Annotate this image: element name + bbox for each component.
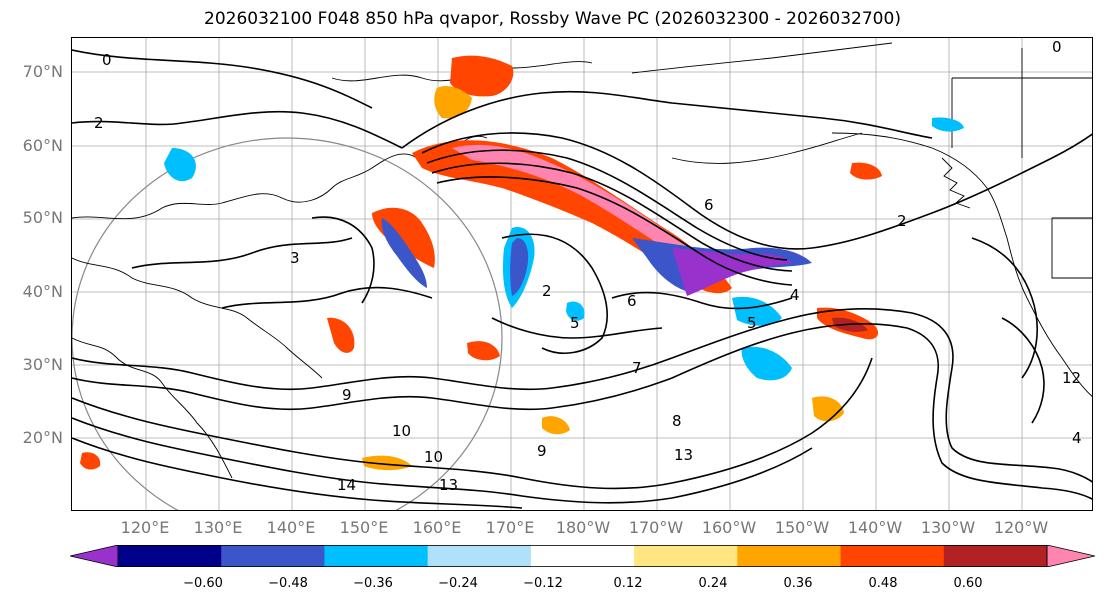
colorbar-swatch xyxy=(530,545,635,567)
colorbar-tick: −0.60 xyxy=(183,576,223,591)
lat-label-50n: 50°N xyxy=(22,208,63,227)
colorbar-swatch xyxy=(118,545,222,567)
contour-label: 4 xyxy=(1072,429,1082,447)
contour-label: 5 xyxy=(747,314,757,332)
contour-label: 0 xyxy=(102,51,112,69)
contour-lines xyxy=(72,49,1092,509)
contour-label: 13 xyxy=(439,476,458,494)
lon-label-120e: 120°E xyxy=(120,518,170,537)
colorbar-tick: −0.36 xyxy=(353,576,393,591)
contour-label: 2 xyxy=(897,212,907,230)
graticule xyxy=(72,38,1092,510)
lat-label-70n: 70°N xyxy=(22,62,63,81)
lon-label-160e: 160°E xyxy=(412,518,462,537)
colorbar-swatch xyxy=(324,545,429,567)
contour-label: 13 xyxy=(674,446,693,464)
lon-label-150e: 150°E xyxy=(339,518,389,537)
map-panel: 0 2 0 2 3 6 6 4 5 7 9 8 10 13 14 13 9 10… xyxy=(71,37,1093,511)
contour-label: 10 xyxy=(424,448,443,466)
lon-label-130e: 130°E xyxy=(193,518,243,537)
colorbar-tick: 0.36 xyxy=(783,576,813,591)
contour-label: 6 xyxy=(627,292,637,310)
contour-label: 9 xyxy=(537,442,547,460)
colorbar-swatch xyxy=(221,545,325,567)
colorbar-tick: 0.24 xyxy=(698,576,728,591)
colorbar-swatch xyxy=(634,545,738,567)
contour-label: 2 xyxy=(94,114,104,132)
contour-label: 7 xyxy=(632,359,642,377)
lat-label-40n: 40°N xyxy=(22,282,63,301)
lon-label-150w: 150°W xyxy=(774,518,830,537)
contour-label: 8 xyxy=(672,412,682,430)
colorbar-extend-max xyxy=(1046,544,1096,568)
lat-label-20n: 20°N xyxy=(22,428,63,447)
lon-label-140w: 140°W xyxy=(847,518,903,537)
lat-label-30n: 30°N xyxy=(22,355,63,374)
contour-label: 4 xyxy=(790,286,800,304)
lon-label-180w: 180°W xyxy=(555,518,611,537)
lon-label-120w: 120°W xyxy=(993,518,1049,537)
contour-label: 12 xyxy=(1062,369,1081,387)
contour-label: 14 xyxy=(337,476,356,494)
colorbar-extend-min xyxy=(69,544,119,568)
colorbar-swatches xyxy=(69,544,1096,568)
colorbar-tick: 0.12 xyxy=(613,576,643,591)
analysis-region-outline xyxy=(72,137,503,510)
colorbar-tick: −0.24 xyxy=(438,576,478,591)
colorbar-swatch xyxy=(427,545,532,567)
contour-label: 6 xyxy=(704,196,714,214)
colorbar-swatch xyxy=(840,545,945,567)
colorbar-tick: −0.12 xyxy=(523,576,563,591)
colorbar-tick: 0.60 xyxy=(953,576,983,591)
lon-label-170w: 170°W xyxy=(628,518,684,537)
lon-label-130w: 130°W xyxy=(920,518,976,537)
contour-label: 5 xyxy=(570,314,580,332)
colorbar xyxy=(69,544,1096,568)
map-canvas: 0 2 0 2 3 6 6 4 5 7 9 8 10 13 14 13 9 10… xyxy=(72,38,1092,510)
contour-label: 2 xyxy=(542,282,552,300)
moisture-anomaly-shading xyxy=(80,55,964,471)
colorbar-border xyxy=(117,545,1048,568)
contour-label: 9 xyxy=(342,386,352,404)
colorbar-tick: −0.48 xyxy=(268,576,308,591)
map-title: 2026032100 F048 850 hPa qvapor, Rossby W… xyxy=(204,9,901,29)
lon-label-160w: 160°W xyxy=(701,518,757,537)
lon-label-140e: 140°E xyxy=(266,518,316,537)
colorbar-tick: 0.48 xyxy=(868,576,898,591)
contour-label: 10 xyxy=(392,422,411,440)
contour-label: 0 xyxy=(1052,38,1062,56)
colorbar-swatch xyxy=(737,545,842,567)
lat-label-60n: 60°N xyxy=(22,136,63,155)
contour-label: 3 xyxy=(290,249,300,267)
lon-label-170e: 170°E xyxy=(485,518,535,537)
colorbar-swatch xyxy=(943,545,1048,567)
